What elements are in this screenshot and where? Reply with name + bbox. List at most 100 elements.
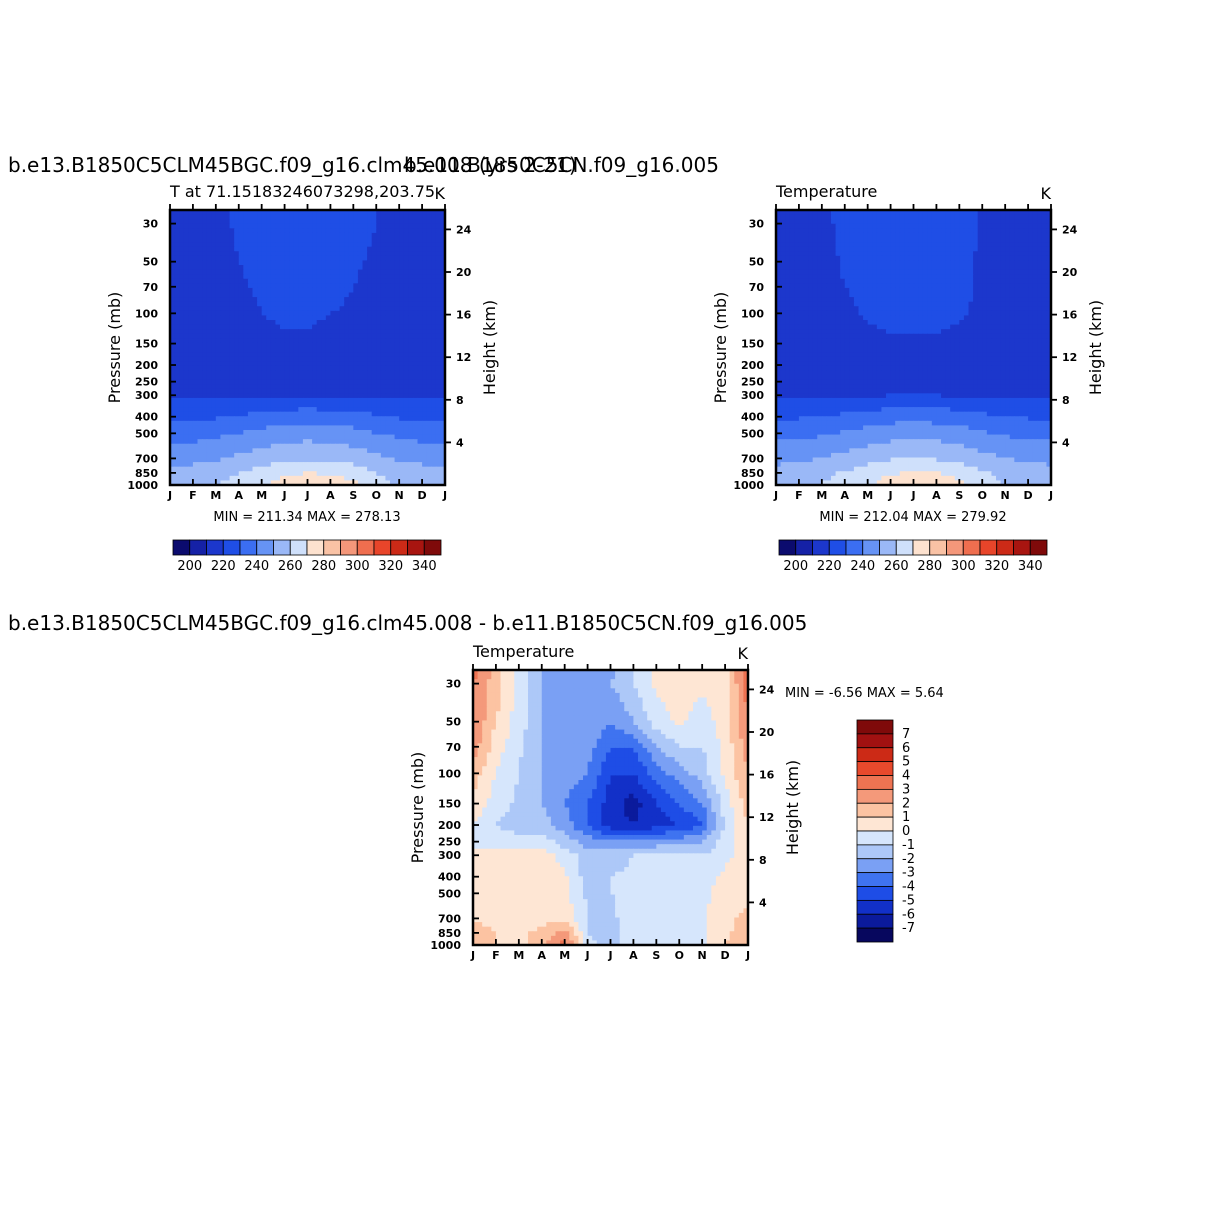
contour-cell: [243, 301, 249, 307]
contour-cell: [371, 210, 377, 216]
contour-cell: [835, 274, 841, 280]
contour-cell: [247, 452, 254, 459]
contour-cell: [798, 274, 805, 280]
contour-cell: [959, 265, 965, 271]
contour-cell: [197, 347, 203, 353]
contour-cell: [426, 338, 432, 344]
contour-cell: [298, 287, 304, 294]
contour-cell: [220, 265, 226, 271]
contour-cell: [183, 471, 189, 477]
contour-cell: [215, 219, 222, 225]
contour-cell: [963, 265, 970, 271]
contour-cell: [289, 242, 295, 248]
contour-cell: [275, 397, 281, 404]
contour-cell: [408, 402, 414, 408]
contour-cell: [298, 402, 304, 408]
contour-cell: [353, 342, 359, 349]
contour-cell: [422, 246, 428, 252]
contour-cell: [302, 480, 309, 485]
contour-cell: [399, 425, 405, 431]
contour-cell: [1046, 242, 1051, 248]
contour-cell: [280, 274, 286, 280]
contour-cell: [376, 219, 382, 225]
contour-cell: [780, 210, 786, 216]
contour-cell: [206, 278, 212, 284]
contour-cell: [422, 310, 428, 317]
contour-cell: [202, 375, 208, 381]
contour-cell: [252, 457, 258, 463]
contour-cell: [385, 375, 391, 381]
contour-cell: [174, 246, 180, 252]
contour-cell: [431, 466, 437, 472]
contour-cell: [234, 480, 240, 485]
contour-cell: [362, 407, 368, 413]
contour-cell: [202, 274, 208, 280]
contour-cell: [886, 237, 892, 243]
contour-cell: [215, 462, 222, 468]
contour-cell: [238, 434, 244, 440]
contour-cell: [344, 430, 350, 436]
contour-cell: [913, 251, 919, 257]
contour-cell: [206, 306, 212, 312]
contour-cell: [348, 329, 354, 335]
contour-cell: [284, 434, 290, 440]
contour-cell: [302, 283, 309, 289]
contour-cell: [202, 393, 208, 399]
contour-cell: [289, 475, 295, 482]
contour-cell: [835, 237, 841, 243]
contour-cell: [950, 274, 956, 280]
contour-cell: [408, 329, 414, 335]
contour-cell: [188, 356, 194, 362]
contour-cell: [280, 434, 286, 440]
colorbar-label: 240: [244, 559, 269, 574]
contour-cell: [904, 246, 910, 252]
contour-cell: [321, 251, 327, 257]
contour-cell: [206, 297, 212, 303]
contour-cell: [789, 297, 795, 303]
contour-cell: [261, 301, 267, 307]
contour-cell: [1037, 242, 1043, 248]
contour-cell: [853, 251, 860, 257]
contour-cell: [886, 242, 892, 248]
contour-cell: [950, 242, 956, 248]
contour-cell: [376, 223, 382, 229]
contour-cell: [385, 219, 391, 225]
contour-cell: [261, 283, 267, 289]
contour-cell: [872, 292, 878, 298]
contour-cell: [817, 228, 823, 234]
contour-cell: [225, 416, 231, 422]
contour-cell: [211, 219, 217, 225]
contour-cell: [1014, 228, 1020, 234]
contour-cell: [826, 237, 832, 243]
contour-cell: [435, 347, 442, 353]
contour-cell: [821, 269, 828, 275]
contour-cell: [344, 320, 350, 326]
contour-cell: [280, 397, 286, 404]
contour-cell: [780, 219, 786, 225]
contour-cell: [234, 402, 240, 408]
contour-cell: [353, 265, 359, 271]
contour-cell: [211, 320, 217, 326]
contour-cell: [362, 347, 368, 353]
contour-cell: [968, 210, 974, 216]
contour-cell: [408, 361, 414, 367]
contour-cell: [215, 480, 222, 485]
contour-cell: [312, 356, 318, 362]
contour-cell: [977, 292, 983, 298]
contour-cell: [247, 475, 254, 482]
contour-cell: [280, 232, 286, 239]
contour-cell: [376, 265, 382, 271]
contour-cell: [289, 356, 295, 362]
contour-cell: [247, 315, 254, 321]
contour-cell: [440, 333, 445, 339]
contour-cell: [202, 278, 208, 284]
contour-cell: [412, 347, 419, 353]
contour-cell: [399, 338, 405, 344]
contour-cell: [298, 301, 304, 307]
contour-cell: [357, 457, 364, 463]
contour-cell: [247, 365, 254, 372]
contour-cell: [220, 397, 226, 404]
contour-cell: [234, 301, 240, 307]
contour-cell: [412, 370, 419, 376]
contour-cell: [243, 411, 249, 417]
